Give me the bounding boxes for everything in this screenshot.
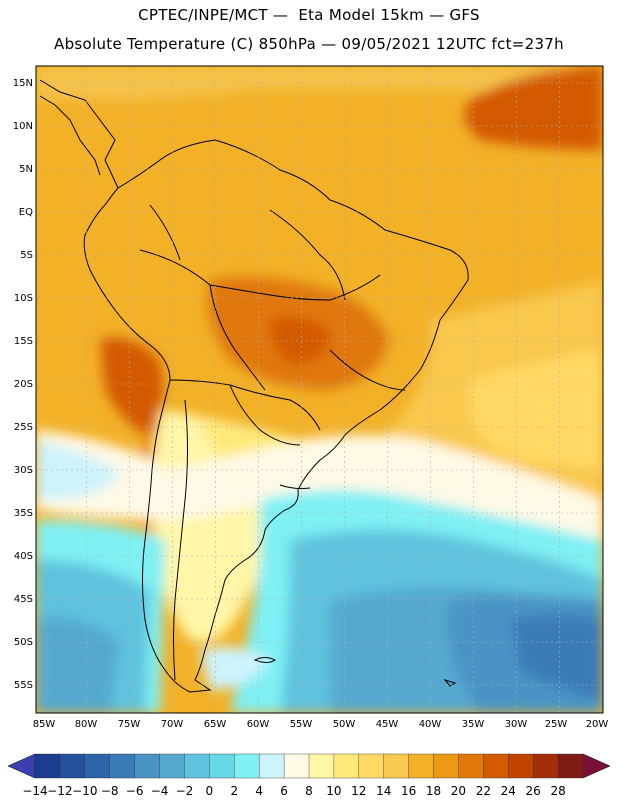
colorbar-label: −6: [126, 784, 144, 798]
colorbar-box: [333, 753, 360, 779]
lat-label: EQ: [19, 207, 33, 218]
lon-label: 75W: [118, 719, 141, 730]
lat-label: 15N: [13, 78, 33, 89]
colorbar-boxes: [34, 753, 584, 779]
lat-label: 40S: [14, 551, 33, 562]
lat-label: 35S: [14, 508, 33, 519]
colorbar-box: [59, 753, 86, 779]
colorbar-label: 4: [255, 784, 263, 798]
lat-label: 20S: [14, 379, 33, 390]
lon-label: 35W: [462, 719, 485, 730]
colorbar-label: 26: [526, 784, 541, 798]
colorbar-box: [358, 753, 385, 779]
colorbar-box: [109, 753, 136, 779]
latitude-axis: 15N 10N 5N EQ 5S 10S 15S 20S 25S 30S 35S…: [13, 78, 33, 691]
colorbar-box: [134, 753, 161, 779]
lat-label: 50S: [14, 637, 33, 648]
temperature-field: [36, 66, 603, 713]
colorbar-box: [308, 753, 335, 779]
colorbar-label: −2: [176, 784, 194, 798]
colorbar-label: 24: [501, 784, 516, 798]
colorbar-label: 28: [550, 784, 565, 798]
title-line-1: CPTEC/INPE/MCT — Eta Model 15km — GFS: [138, 6, 480, 24]
lat-label: 5S: [20, 250, 33, 261]
longitude-axis: 85W 80W 75W 70W 65W 60W 55W 50W 45W 40W …: [33, 719, 609, 730]
colorbar-box: [159, 753, 185, 779]
colorbar-label: −10: [72, 784, 97, 798]
colorbar-box: [383, 753, 410, 779]
colorbar-label: 6: [280, 784, 288, 798]
colorbar-box: [508, 753, 534, 779]
lon-label: 55W: [290, 719, 313, 730]
lat-label: 5N: [19, 164, 33, 175]
colorbar-box: [458, 753, 484, 779]
colorbar-label: 0: [206, 784, 214, 798]
colorbar-box: [209, 753, 235, 779]
colorbar-labels: −14 −12 −10 −8 −6 −4 −2 0 2 4 6 8 10 12 14 16 18 20 22 24 26…: [22, 784, 565, 798]
lon-label: 30W: [505, 719, 528, 730]
colorbar-label: 18: [426, 784, 441, 798]
map-frame: [35, 65, 604, 714]
colorbar-box: [557, 753, 584, 779]
colorbar-label: 20: [451, 784, 466, 798]
colorbar-box: [184, 753, 210, 779]
colorbar-box: [433, 753, 459, 779]
colorbar-label: −12: [47, 784, 72, 798]
lon-label: 80W: [75, 719, 98, 730]
colorbar-label: 10: [326, 784, 341, 798]
colorbar-low-arrow: [7, 753, 36, 779]
lon-label: 20W: [586, 719, 609, 730]
colorbar-box: [283, 753, 310, 779]
lon-label: 85W: [33, 719, 56, 730]
colorbar-box: [532, 753, 559, 779]
colorbar-label: −4: [151, 784, 169, 798]
lat-label: 15S: [14, 336, 33, 347]
lat-label: 10S: [14, 293, 33, 304]
colorbar-label: 22: [476, 784, 491, 798]
colorbar-box: [483, 753, 509, 779]
colorbar-box: [258, 753, 285, 779]
lat-label: 25S: [14, 422, 33, 433]
lat-label: 30S: [14, 465, 33, 476]
colorbar-box: [408, 753, 435, 779]
colorbar-box: [84, 753, 111, 779]
lon-label: 25W: [545, 719, 568, 730]
colorbar-label: 16: [401, 784, 416, 798]
colorbar-box: [234, 753, 260, 779]
title-line-2: Absolute Temperature (C) 850hPa — 09/05/…: [54, 35, 564, 53]
lon-label: 60W: [247, 719, 270, 730]
colorbar-label: 12: [351, 784, 366, 798]
colorbar-box: [34, 753, 61, 779]
colorbar-high-arrow: [582, 753, 611, 779]
colorbar: −14 −12 −10 −8 −6 −4 −2 0 2 4 6 8 10 12 14 16 18 20 22 24 26…: [7, 753, 611, 798]
colorbar-label: 2: [230, 784, 238, 798]
lat-label: 45S: [14, 594, 33, 605]
colorbar-label: 14: [376, 784, 391, 798]
lat-label: 10N: [13, 121, 33, 132]
lat-label: 55S: [14, 680, 33, 691]
lon-label: 70W: [161, 719, 184, 730]
coastlines-borders: [39, 79, 469, 693]
lon-label: 50W: [333, 719, 356, 730]
lon-label: 40W: [419, 719, 442, 730]
lon-label: 45W: [376, 719, 399, 730]
colorbar-label: −14: [22, 784, 47, 798]
colorbar-label: 8: [305, 784, 313, 798]
colorbar-label: −8: [101, 784, 119, 798]
lon-label: 65W: [204, 719, 227, 730]
